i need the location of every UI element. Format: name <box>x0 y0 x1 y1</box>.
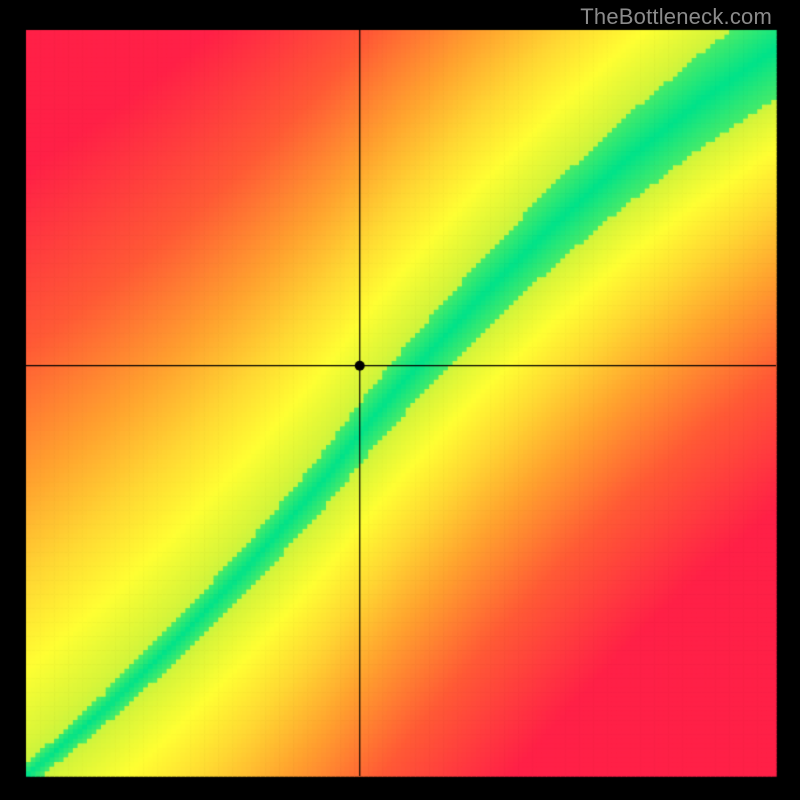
chart-container: TheBottleneck.com <box>0 0 800 800</box>
watermark-text: TheBottleneck.com <box>580 4 772 30</box>
bottleneck-heatmap <box>0 0 800 800</box>
